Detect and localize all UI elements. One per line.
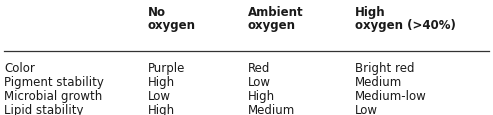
Text: Ambient: Ambient <box>248 6 304 19</box>
Text: Color: Color <box>4 61 35 74</box>
Text: Low: Low <box>355 103 378 115</box>
Text: Medium: Medium <box>248 103 295 115</box>
Text: Low: Low <box>248 75 271 88</box>
Text: High: High <box>355 6 386 19</box>
Text: Bright red: Bright red <box>355 61 415 74</box>
Text: Red: Red <box>248 61 270 74</box>
Text: oxygen (>40%): oxygen (>40%) <box>355 19 456 32</box>
Text: High: High <box>148 75 175 88</box>
Text: No: No <box>148 6 166 19</box>
Text: High: High <box>248 89 275 102</box>
Text: Medium: Medium <box>355 75 402 88</box>
Text: Microbial growth: Microbial growth <box>4 89 102 102</box>
Text: Low: Low <box>148 89 171 102</box>
Text: Pigment stability: Pigment stability <box>4 75 104 88</box>
Text: Medium-low: Medium-low <box>355 89 427 102</box>
Text: Lipid stability: Lipid stability <box>4 103 83 115</box>
Text: High: High <box>148 103 175 115</box>
Text: Purple: Purple <box>148 61 185 74</box>
Text: oxygen: oxygen <box>148 19 196 32</box>
Text: oxygen: oxygen <box>248 19 296 32</box>
